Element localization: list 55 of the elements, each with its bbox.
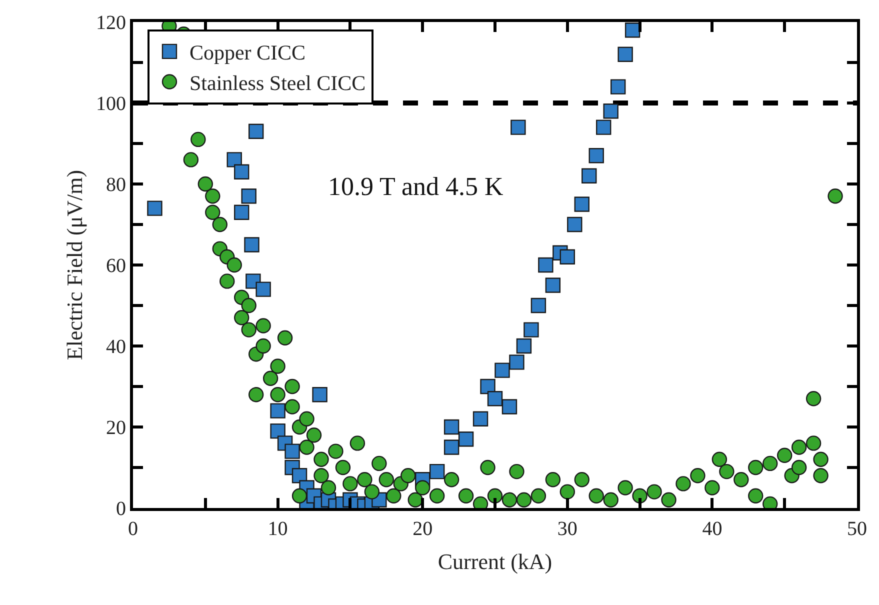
point [603,104,618,119]
point [618,46,633,62]
point [574,196,590,212]
point [284,444,300,459]
point [444,419,460,435]
x-tick-label: 20 [412,518,433,540]
point [560,249,575,264]
point [472,411,488,426]
point [596,120,612,135]
point [480,378,496,394]
point [530,298,546,314]
point [588,148,604,164]
y-tick-label: 60 [106,255,126,277]
x-axis-title: Current (kA) [438,548,552,574]
point [582,168,597,184]
y-tick-label: 20 [106,417,126,439]
point [567,216,582,232]
x-tick-label: 50 [847,518,867,540]
x-tick-label: 30 [557,518,578,540]
point [502,399,518,414]
point [624,22,640,38]
x-tick-label: 10 [268,518,288,540]
y-tick-label: 40 [106,336,126,358]
point [524,322,539,338]
point [487,391,503,406]
point [458,432,474,447]
point [312,387,328,402]
point [241,188,256,204]
point [429,464,445,480]
y-tick-label: 100 [96,93,126,115]
point [147,200,162,216]
legend-label: Stainless Steel CICC [189,70,366,95]
point [444,440,460,455]
point [538,257,554,273]
y-tick-label: 120 [96,12,126,34]
legend-label: Copper CICC [189,40,306,65]
point [516,338,532,354]
point [270,403,286,418]
point [509,354,524,370]
point [256,282,271,297]
point [270,423,286,439]
y-tick-label: 80 [106,174,126,196]
point [545,278,561,293]
annotation: 10.9 T and 4.5 K [328,172,504,201]
y-tick-label: 0 [116,498,126,520]
point [248,124,264,139]
point [234,204,250,220]
point [234,164,250,180]
y-axis-title: Electric Field (μV/m) [62,170,87,360]
point [244,237,260,252]
x-tick-label: 40 [702,518,722,540]
point [494,362,510,378]
point [226,152,242,168]
point [510,120,526,135]
point [610,79,626,94]
